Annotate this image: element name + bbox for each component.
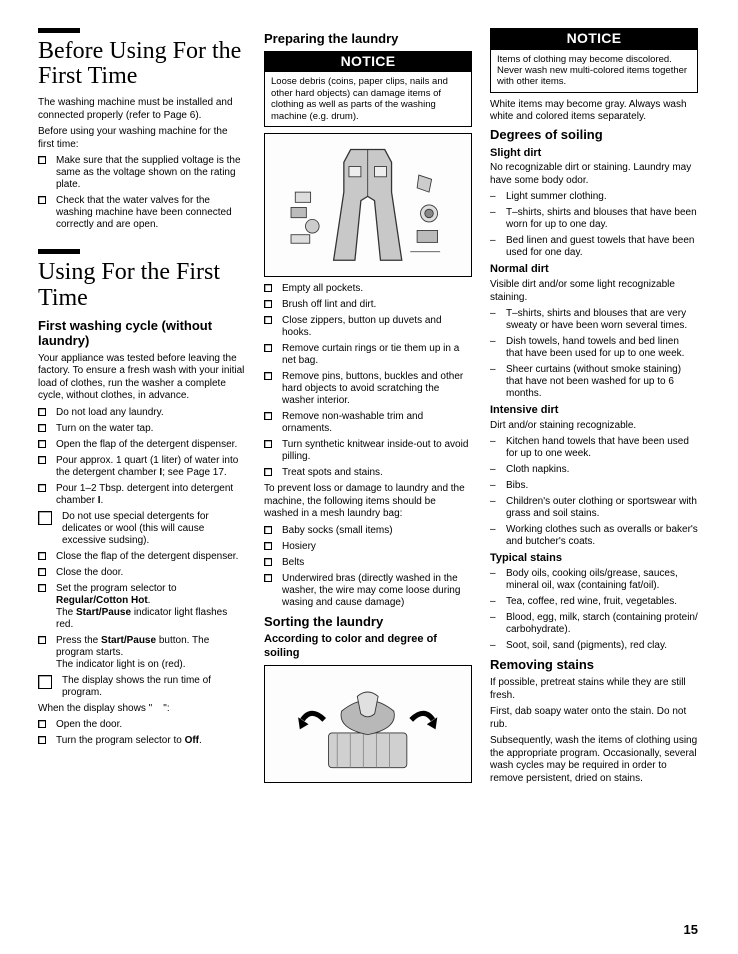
column-3: NOTICE Items of clothing may become disc… (490, 28, 698, 789)
checklist-item: Turn on the water tap. (38, 423, 246, 435)
paragraph: No recognizable dirt or staining. Laundr… (490, 162, 698, 187)
paragraph: Visible dirt and/or some light recogniza… (490, 279, 698, 304)
section-rule (38, 249, 80, 254)
dash-item: –T–shirts, shirts and blouses that have … (490, 207, 698, 231)
checklist-preparing: Empty all pockets. Brush off lint and dir… (264, 283, 472, 479)
checklist-item: Remove non-washable trim and ornaments. (264, 411, 472, 435)
subheading-preparing: Preparing the laundry (264, 32, 472, 47)
note-detergent: Do not use special detergents for delica… (38, 511, 246, 547)
illustration-sorting (264, 665, 472, 783)
checklist-item: Underwired bras (directly washed in the … (264, 573, 472, 609)
heading-before-using: Before Using For the First Time (38, 39, 246, 89)
paragraph: White items may become gray. Always wash… (490, 99, 698, 124)
checklist-item: Open the flap of the detergent dispenser… (38, 439, 246, 451)
checklist-item: Baby socks (small items) (264, 525, 472, 537)
checklist-item: Press the Start/Pause button. The progra… (38, 635, 246, 671)
checklist-setup: Make sure that the supplied voltage is t… (38, 155, 246, 231)
checklist-end: Open the door. Turn the program selector … (38, 719, 246, 747)
dash-item: –Bibs. (490, 480, 698, 492)
checklist-item: Pour 1–2 Tbsp. detergent into detergent … (38, 483, 246, 507)
paragraph: Before using your washing machine for th… (38, 126, 246, 151)
column-2: Preparing the laundry NOTICE Loose debri… (264, 28, 472, 789)
dash-item: –Body oils, cooking oils/grease, sauces,… (490, 568, 698, 592)
note-text: The display shows the run time of progra… (62, 675, 246, 699)
notice-body: Items of clothing may become discolored.… (490, 50, 698, 93)
paragraph: Subsequently, wash the items of clothing… (490, 735, 698, 785)
checklist-item: Check that the water valves for the wash… (38, 195, 246, 231)
dash-item: –Sheer curtains (without smoke staining)… (490, 364, 698, 400)
notice-body: Loose debris (coins, paper clips, nails … (264, 72, 472, 127)
paragraph: To prevent loss or damage to laundry and… (264, 483, 472, 521)
checklist-item: Hosiery (264, 541, 472, 553)
paragraph: Your appliance was tested before leaving… (38, 353, 246, 403)
checklist-item: Set the program selector to Regular/Cott… (38, 583, 246, 631)
dash-item: –Blood, egg, milk, starch (containing pr… (490, 612, 698, 636)
column-1: Before Using For the First Time The wash… (38, 28, 246, 789)
list-intensive: –Kitchen hand towels that have been used… (490, 436, 698, 548)
subheading-color-degree: According to color and degree of soiling (264, 633, 472, 661)
paragraph: If possible, pretreat stains while they … (490, 677, 698, 702)
notice-header: NOTICE (490, 28, 698, 50)
list-slight: –Light summer clothing. –T–shirts, shirts… (490, 191, 698, 259)
dash-item: –Soot, soil, sand (pigments), red clay. (490, 640, 698, 652)
list-normal: –T–shirts, shirts and blouses that are v… (490, 308, 698, 400)
note-text: Do not use special detergents for delica… (62, 511, 246, 547)
paragraph: The washing machine must be installed an… (38, 97, 246, 122)
checklist-item: Close the flap of the detergent dispense… (38, 551, 246, 563)
heading-slight: Slight dirt (490, 147, 698, 161)
heading-normal: Normal dirt (490, 263, 698, 277)
subheading-degrees: Degrees of soiling (490, 128, 698, 143)
page-number: 15 (684, 922, 698, 938)
checklist-first-cycle-b: Close the flap of the detergent dispense… (38, 551, 246, 671)
subheading-sorting: Sorting the laundry (264, 615, 472, 630)
checklist-item: Remove curtain rings or tie them up in a… (264, 343, 472, 367)
checklist-item: Remove pins, buttons, buckles and other … (264, 371, 472, 407)
subheading-first-cycle: First washing cycle (without laundry) (38, 319, 246, 349)
checklist-item: Treat spots and stains. (264, 467, 472, 479)
checklist-item: Close zippers, button up duvets and hook… (264, 315, 472, 339)
checklist-item: Belts (264, 557, 472, 569)
paragraph: Dirt and/or staining recognizable. (490, 420, 698, 433)
dash-item: –Bed linen and guest towels that have be… (490, 235, 698, 259)
checklist-meshbag: Baby socks (small items) Hosiery Belts Unde… (264, 525, 472, 609)
subheading-removing-stains: Removing stains (490, 658, 698, 673)
checklist-item: Do not load any laundry. (38, 407, 246, 419)
dash-item: –Working clothes such as overalls or bak… (490, 524, 698, 548)
heading-intensive: Intensive dirt (490, 404, 698, 418)
checklist-item: Empty all pockets. (264, 283, 472, 295)
checklist-item: Make sure that the supplied voltage is t… (38, 155, 246, 191)
checklist-first-cycle-a: Do not load any laundry. Turn on the wate… (38, 407, 246, 507)
heading-typical: Typical stains (490, 552, 698, 566)
checklist-item: Brush off lint and dirt. (264, 299, 472, 311)
dash-item: –Dish towels, hand towels and bed linen … (490, 336, 698, 360)
dash-item: –Children's outer clothing or sportswear… (490, 496, 698, 520)
illustration-pockets (264, 133, 472, 277)
dash-item: –Light summer clothing. (490, 191, 698, 203)
dash-item: –Cloth napkins. (490, 464, 698, 476)
paragraph: First, dab soapy water onto the stain. D… (490, 706, 698, 731)
dash-item: –Tea, coffee, red wine, fruit, vegetable… (490, 596, 698, 608)
checklist-item: Close the door. (38, 567, 246, 579)
heading-using-first-time: Using For the First Time (38, 260, 246, 310)
page-columns: Before Using For the First Time The wash… (38, 28, 700, 789)
checklist-item: Turn the program selector to Off. (38, 735, 246, 747)
section-rule (38, 28, 80, 33)
note-display: The display shows the run time of progra… (38, 675, 246, 699)
list-typical: –Body oils, cooking oils/grease, sauces,… (490, 568, 698, 652)
checklist-item: Open the door. (38, 719, 246, 731)
notice-header: NOTICE (264, 51, 472, 73)
dash-item: –T–shirts, shirts and blouses that are v… (490, 308, 698, 332)
checklist-item: Pour approx. 1 quart (1 liter) of water … (38, 455, 246, 479)
paragraph: When the display shows " ": (38, 703, 246, 716)
checklist-item: Turn synthetic knitwear inside-out to av… (264, 439, 472, 463)
dash-item: –Kitchen hand towels that have been used… (490, 436, 698, 460)
